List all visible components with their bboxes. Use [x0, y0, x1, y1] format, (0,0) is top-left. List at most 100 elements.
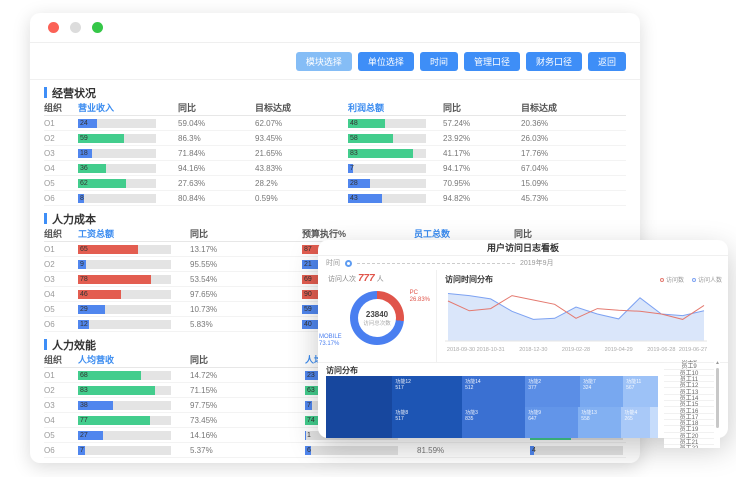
column-header[interactable]: 目标达成: [255, 103, 292, 113]
treemap-cell[interactable]: 功能11 567: [623, 376, 658, 407]
bar-value: 78: [80, 275, 88, 283]
column-header[interactable]: 同比: [190, 355, 209, 365]
employee-list-scrollbar[interactable]: [716, 368, 719, 428]
treemap-cell[interactable]: 功能2 377: [525, 376, 580, 407]
donut-label-mobile: MOBILE 73.17%: [319, 334, 342, 348]
section-title: 人力效能: [44, 337, 626, 352]
scroll-up-icon[interactable]: ▲: [715, 360, 720, 366]
column-header[interactable]: 人均营收: [78, 355, 115, 365]
employee-list-item[interactable]: 员工15: [664, 401, 714, 408]
treemap-cell[interactable]: [649, 407, 658, 438]
treemap-cell[interactable]: 功能3 835: [462, 407, 526, 438]
employee-list-item[interactable]: 员工12: [664, 382, 714, 389]
legend-item[interactable]: 访问人数: [691, 275, 722, 284]
bar-value: 9: [80, 260, 84, 268]
column-header[interactable]: 同比: [190, 229, 209, 239]
column-header[interactable]: 工资总额: [78, 229, 115, 239]
employee-list-item[interactable]: 员工22: [664, 445, 714, 448]
employee-list-item[interactable]: 员工8: [664, 360, 714, 364]
line-chart-svg[interactable]: 2018-09-30 2018-10-31 2018-12-30 2019-02-28…: [445, 285, 713, 359]
metric-value: 43.83%: [255, 163, 283, 173]
treemap-cell[interactable]: 功能9 647: [525, 407, 579, 438]
employee-list-item[interactable]: 员工14: [664, 395, 714, 402]
toolbar-button[interactable]: 时间: [419, 52, 458, 71]
window-control-zoom-icon[interactable]: [92, 22, 103, 33]
column-header[interactable]: 组织: [44, 355, 63, 365]
bar-fill: [305, 400, 312, 410]
toolbar-button[interactable]: 返回: [587, 52, 626, 71]
time-slider-handle[interactable]: [345, 259, 352, 267]
device-donut-chart[interactable]: 23840 访问总次数: [350, 291, 404, 345]
section-title-text: 经营状况: [52, 87, 96, 100]
window-titlebar: [30, 13, 640, 43]
column-header[interactable]: 组织: [44, 229, 63, 239]
org-label: O5: [44, 178, 55, 188]
time-slider-track[interactable]: [357, 262, 515, 264]
series-line: [447, 295, 705, 320]
employee-list-item[interactable]: 员工11: [664, 376, 714, 383]
metric-value: 71.84%: [178, 148, 206, 158]
column-header[interactable]: 营业收入: [78, 103, 115, 113]
bar-track: 77: [78, 415, 171, 425]
bar-fill: [78, 193, 85, 203]
employee-list-item[interactable]: 员工16: [664, 407, 714, 415]
employee-list-item[interactable]: 员工18: [664, 420, 714, 427]
org-label: O3: [44, 148, 55, 158]
metric-value: 93.45%: [255, 133, 283, 143]
treemap-cell[interactable]: 功能8 517: [392, 407, 463, 438]
metric-value: 26.03%: [521, 133, 549, 143]
table-row: O5 62 27.63% 28.2% 28 70.95% 15.09%: [44, 176, 626, 191]
employee-list-item[interactable]: 员工19: [664, 426, 714, 433]
column-header[interactable]: 预算执行%: [302, 229, 347, 239]
org-label: O2: [44, 133, 55, 143]
toolbar-button[interactable]: 管理口径: [463, 52, 520, 71]
treemap-row: 功能12 517 功能14 512 功能2 377 功能7 324 功能11 567: [326, 376, 658, 407]
employee-list-item[interactable]: 员工21: [664, 439, 714, 446]
treemap-cell[interactable]: [326, 376, 393, 407]
window-control-minimize-icon[interactable]: [70, 22, 81, 33]
metric-value: 81.59%: [417, 445, 445, 455]
treemap-cell[interactable]: 功能7 324: [579, 376, 624, 407]
metric-value: 62.07%: [255, 118, 283, 128]
bar-fill: [305, 445, 311, 455]
column-header[interactable]: 利润总额: [348, 103, 385, 113]
bar-track: 24: [78, 118, 156, 128]
treemap-cell[interactable]: 功能4 265: [621, 407, 650, 438]
org-label: O2: [44, 385, 55, 395]
column-header[interactable]: 目标达成: [521, 103, 558, 113]
column-header[interactable]: 员工总数: [414, 229, 451, 239]
bar-track: 78: [78, 274, 171, 284]
employee-list-item[interactable]: 员工20: [664, 433, 714, 440]
legend-marker-icon: [659, 278, 664, 282]
metric-value: 14.72%: [190, 370, 218, 380]
bar-value: 69: [304, 275, 312, 283]
metric-value: 45.73%: [521, 193, 549, 203]
column-header[interactable]: 同比: [443, 103, 462, 113]
treemap-cell[interactable]: [326, 407, 393, 438]
employee-list-item[interactable]: 员工17: [664, 414, 714, 421]
toolbar-button[interactable]: 单位选择: [357, 52, 414, 71]
window-control-close-icon[interactable]: [48, 22, 59, 33]
time-filter-label: 时间: [326, 260, 340, 267]
treemap-cell[interactable]: 功能14 512: [462, 376, 526, 407]
column-header[interactable]: 组织: [44, 103, 63, 113]
toolbar-button[interactable]: 财务口径: [525, 52, 582, 71]
employee-list-item[interactable]: 员工9: [664, 363, 714, 370]
treemap-cell[interactable]: 功能12 517: [392, 376, 463, 407]
bar-value: 62: [80, 179, 88, 187]
column-header[interactable]: 同比: [514, 229, 533, 239]
bar-cell: 27: [78, 430, 190, 440]
bar-value: 59: [80, 134, 88, 142]
employee-list-item[interactable]: 员工10: [664, 370, 714, 377]
visits-label: 访问人次: [328, 276, 356, 283]
legend-item[interactable]: 访问数: [659, 275, 684, 284]
bar-fill: [78, 118, 97, 128]
x-axis-tick-label: 2019-06-27: [679, 347, 707, 353]
treemap-section: 访问分布 功能12 517 功能14 512 功能2 377 功能7 324 功能11 567 功能…: [318, 360, 728, 448]
column-header[interactable]: 同比: [178, 103, 197, 113]
treemap-cell[interactable]: 功能13 558: [578, 407, 622, 438]
org-label: O6: [44, 193, 55, 203]
visits-panel: 访问人次 777 人 23840 访问总次数 PC 26.83% MOBILE 73…: [318, 270, 436, 362]
toolbar-button[interactable]: 模块选择: [295, 52, 352, 71]
employee-list-item[interactable]: 员工13: [664, 388, 714, 396]
